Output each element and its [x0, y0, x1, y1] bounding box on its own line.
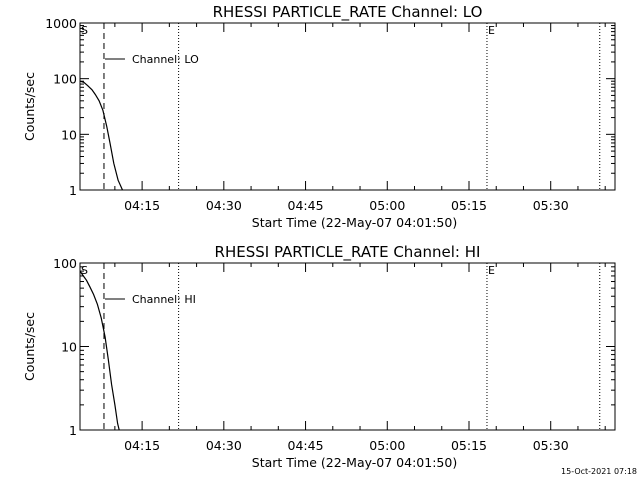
y-axis-label: Counts/sec [22, 72, 37, 141]
x-tick-label: 05:00 [369, 438, 405, 453]
chart-title: RHESSI PARTICLE_RATE Channel: LO [213, 3, 483, 22]
x-tick-label: 05:30 [533, 198, 569, 213]
x-tick-label: 05:15 [451, 198, 487, 213]
plot-frame [79, 262, 616, 431]
x-tick-label: 04:30 [206, 438, 242, 453]
marker-label: E [488, 24, 495, 37]
y-axis-label: Counts/sec [22, 312, 37, 381]
marker-label: S [81, 264, 88, 277]
y-tick-label: 1 [69, 183, 77, 198]
marker-label: E [488, 264, 495, 277]
y-tick-label: 100 [53, 256, 77, 271]
x-tick-label: 04:30 [206, 198, 242, 213]
plot-frame [79, 22, 616, 191]
legend-label: Channel: HI [132, 293, 196, 306]
x-tick-label: 05:00 [369, 198, 405, 213]
x-tick-label: 05:15 [451, 438, 487, 453]
x-tick-label: 05:30 [533, 438, 569, 453]
x-tick-label: 04:45 [288, 438, 324, 453]
y-tick-label: 10 [61, 340, 77, 355]
y-tick-label: 10 [61, 127, 77, 142]
y-tick-label: 1000 [45, 16, 77, 31]
y-tick-label: 1 [69, 423, 77, 438]
timestamp-footer: 15-Oct-2021 07:18 [561, 467, 637, 476]
chart-1: RHESSI PARTICLE_RATE Channel: LO Start Ti… [22, 3, 616, 230]
x-tick-label: 04:15 [124, 438, 160, 453]
chart-2: RHESSI PARTICLE_RATE Channel: HI Start Ti… [22, 243, 616, 470]
legend-label: Channel: LO [132, 53, 199, 66]
x-tick-label: 04:45 [288, 198, 324, 213]
marker-label: S [81, 24, 88, 37]
x-axis-label: Start Time (22-May-07 04:01:50) [252, 215, 457, 230]
y-tick-label: 100 [53, 72, 77, 87]
series-line [79, 80, 124, 191]
x-axis-label: Start Time (22-May-07 04:01:50) [252, 455, 457, 470]
chart-title: RHESSI PARTICLE_RATE Channel: HI [215, 243, 481, 262]
series-line [79, 270, 120, 431]
x-tick-label: 04:15 [124, 198, 160, 213]
